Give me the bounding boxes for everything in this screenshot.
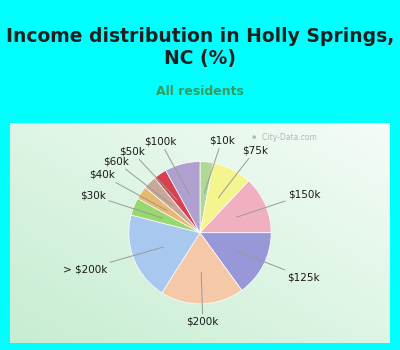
Text: All residents: All residents [156,85,244,98]
Wedge shape [162,233,242,304]
Text: ⚫  City-Data.com: ⚫ City-Data.com [251,133,317,142]
Text: $50k: $50k [119,147,177,200]
Text: $125k: $125k [236,251,320,282]
Wedge shape [129,215,200,293]
Wedge shape [166,162,200,233]
Text: $100k: $100k [144,137,190,195]
Wedge shape [200,181,271,233]
Text: $75k: $75k [218,145,268,198]
Wedge shape [155,170,200,233]
Wedge shape [200,233,271,290]
Wedge shape [138,187,200,233]
Text: $60k: $60k [103,156,172,205]
Wedge shape [200,163,249,233]
Text: > $200k: > $200k [63,247,163,274]
Text: $30k: $30k [80,190,163,218]
Text: $150k: $150k [236,190,321,217]
Wedge shape [200,162,213,233]
Wedge shape [131,198,200,233]
Text: $200k: $200k [187,273,219,327]
Text: $10k: $10k [204,136,234,193]
Text: $40k: $40k [89,170,167,211]
Wedge shape [145,178,200,233]
Text: Income distribution in Holly Springs,
NC (%): Income distribution in Holly Springs, NC… [6,27,394,68]
